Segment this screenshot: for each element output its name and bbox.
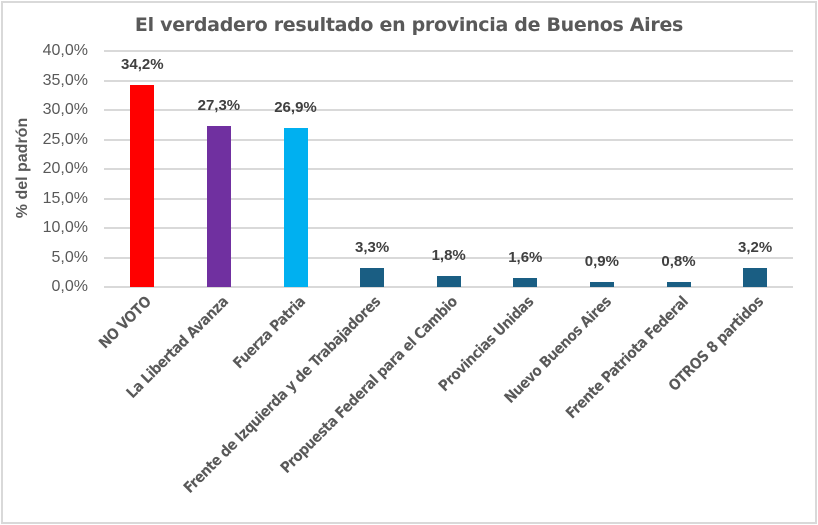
bar[interactable] xyxy=(436,276,461,287)
y-tick-label: 0,0% xyxy=(51,278,88,295)
bar[interactable] xyxy=(666,282,691,287)
data-label: 0,9% xyxy=(584,252,619,270)
gridline xyxy=(104,109,793,111)
bar[interactable] xyxy=(743,268,768,287)
gridline xyxy=(104,227,793,229)
data-label: 34,2% xyxy=(121,56,164,74)
data-label: 1,8% xyxy=(431,247,466,265)
bar[interactable] xyxy=(130,85,155,287)
data-label: 1,6% xyxy=(508,248,543,266)
y-tick-label: 30,0% xyxy=(42,101,88,118)
y-tick-label: 20,0% xyxy=(42,160,88,177)
data-label: 3,2% xyxy=(737,239,773,257)
bar[interactable] xyxy=(513,277,538,287)
y-axis-label: % del padrón xyxy=(14,117,31,219)
gridline xyxy=(104,286,793,288)
gridline xyxy=(104,256,793,259)
gridline xyxy=(104,50,793,52)
y-tick-label: 40,0% xyxy=(42,42,88,59)
bar[interactable] xyxy=(283,128,308,287)
gridline xyxy=(104,197,793,200)
data-label: 3,3% xyxy=(354,238,390,256)
y-tick-label: 15,0% xyxy=(42,189,88,207)
data-label: 0,8% xyxy=(661,253,696,271)
y-tick-label: 25,0% xyxy=(42,130,88,148)
gridline xyxy=(104,168,793,170)
gridline xyxy=(104,138,793,141)
bar[interactable] xyxy=(360,267,385,287)
bar[interactable] xyxy=(206,125,231,287)
y-tick-label: 35,0% xyxy=(42,71,88,89)
y-tick-label: 10,0% xyxy=(42,219,88,236)
chart-title: El verdadero resultado en provincia de B… xyxy=(134,14,684,36)
bar[interactable] xyxy=(589,281,614,287)
data-label: 26,9% xyxy=(274,99,317,117)
gridline xyxy=(104,79,793,82)
y-tick-label: 5,0% xyxy=(51,248,88,266)
data-label: 27,3% xyxy=(197,96,241,114)
